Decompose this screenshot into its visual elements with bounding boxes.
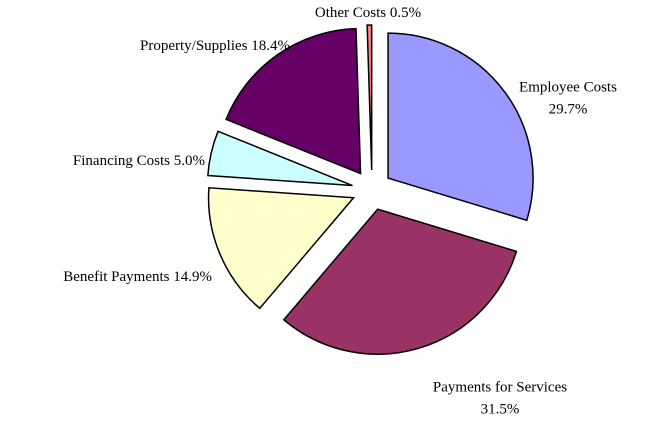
slice-label: Other Costs 0.5%	[315, 5, 421, 21]
slice-value: 29.7%	[549, 101, 588, 117]
slice-value: 5.0%	[174, 153, 205, 169]
pie-slice	[207, 130, 353, 187]
slice-name: Financing Costs	[73, 153, 170, 169]
slice-name: Other Costs	[315, 5, 386, 21]
slice-name: Benefit Payments	[63, 269, 169, 285]
slice-name: Property/Supplies	[140, 38, 248, 54]
pie-slice	[282, 208, 518, 355]
slice-value: 0.5%	[390, 5, 421, 21]
slice-label: Financing Costs 5.0%	[73, 153, 205, 169]
slice-value: 18.4%	[251, 38, 290, 54]
pie-slice	[366, 24, 373, 171]
slice-label: Payments for Services	[433, 379, 567, 395]
pie-slice	[387, 32, 534, 222]
slice-value: 31.5%	[481, 401, 520, 417]
pie-slice	[207, 186, 356, 310]
slice-label: Employee Costs	[519, 79, 617, 95]
slice-value: 14.9%	[173, 269, 212, 285]
slice-label: Property/Supplies 18.4%	[140, 38, 290, 54]
slice-label: Benefit Payments 14.9%	[63, 269, 212, 285]
pie-slice	[225, 27, 362, 175]
